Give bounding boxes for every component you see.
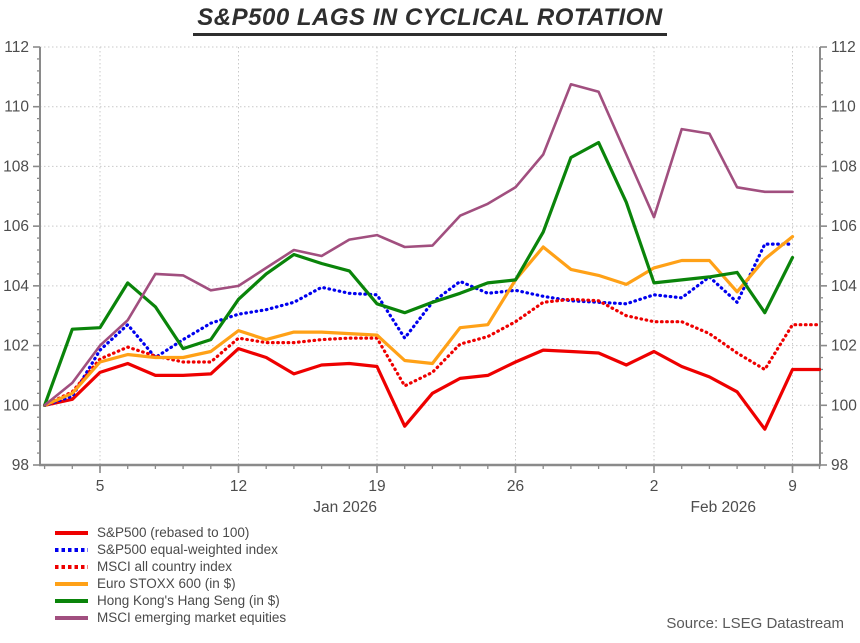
axis-tick-label: 98 [12,457,29,474]
legend-item: Euro STOXX 600 (in $) [55,575,286,592]
axis-tick-label: 106 [3,218,29,235]
page-title: S&P500 LAGS IN CYCLICAL ROTATION [0,4,860,36]
legend-item: S&P500 (rebased to 100) [55,524,286,541]
legend-swatch-msci-all-country [55,564,88,569]
series-line-hang-seng [42,140,795,407]
series-line-sp500 [42,347,822,431]
axis-tick-label: Jan 2026 [313,499,377,516]
axis-tick-label: 108 [831,158,857,175]
axis-tick-label: 100 [3,397,29,414]
axis-tick-label: 106 [831,218,857,235]
axis-tick-label: 98 [831,457,848,474]
axis-tick-label: 5 [96,478,105,495]
series-line-sp500-equal-weight [42,242,795,407]
series-line-euro-stoxx-600 [42,235,795,407]
axis-tick-label: 100 [831,397,857,414]
axis-tick-label: 102 [3,338,29,355]
legend-item: S&P500 equal-weighted index [55,541,286,558]
legend-label: MSCI emerging market equities [97,610,287,625]
legend-label: S&P500 (rebased to 100) [97,525,250,540]
axis-tick-label: 110 [4,99,29,116]
axis-tick-label: 104 [3,278,29,295]
chart-plot: 98 98 100 100 102 102 104 104 106 106 108 108 110 110… [3,39,857,516]
page-title-text: S&P500 LAGS IN CYCLICAL ROTATION [193,4,667,36]
legend-item: Hong Kong's Hang Seng (in $) [55,592,286,609]
axis-tick-label: 2 [650,478,659,495]
legend-item: MSCI emerging market equities [55,609,286,626]
axis-tick-label: 110 [831,99,856,116]
legend-swatch-euro-stoxx-600 [55,581,88,586]
axis-tick-label: Feb 2026 [691,499,757,516]
legend-label: MSCI all country index [97,559,233,574]
legend-swatch-sp500 [55,530,88,535]
axis-tick-label: 12 [230,478,247,495]
axis-tick-label: 108 [3,158,29,175]
legend-item: MSCI all country index [55,558,286,575]
legend: S&P500 (rebased to 100) S&P500 equal-wei… [55,524,286,626]
legend-label: S&P500 equal-weighted index [97,542,278,557]
axis-tick-label: 112 [831,39,856,56]
legend-label: Euro STOXX 600 (in $) [97,576,236,591]
axis-tick-label: 104 [831,278,857,295]
axis-tick-label: 26 [507,478,524,495]
axis-tick-label: 102 [831,338,857,355]
series-line-msci-em [43,83,794,407]
axis-tick-label: 112 [4,39,29,56]
series-line-msci-all-country [42,297,822,407]
legend-swatch-sp500-equal-weight [55,547,88,552]
source-credit: Source: LSEG Datastream [666,615,844,632]
axis-tick-label: 9 [788,478,797,495]
legend-swatch-hang-seng [55,598,88,603]
legend-swatch-msci-em [55,615,88,620]
axis-tick-label: 19 [368,478,385,495]
legend-label: Hong Kong's Hang Seng (in $) [97,593,280,608]
